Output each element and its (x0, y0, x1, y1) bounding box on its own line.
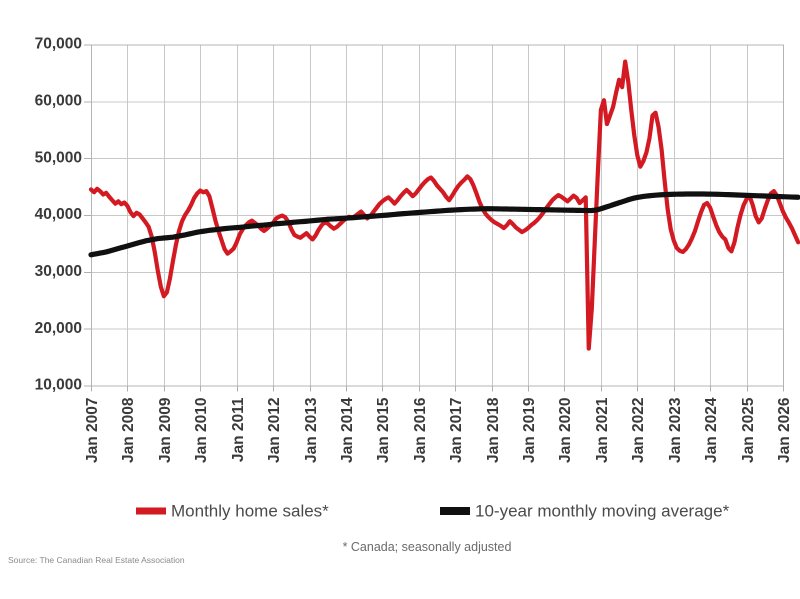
x-axis-tick-label: Jan 2021 (594, 397, 611, 463)
y-axis-tick-label: 10,000 (35, 377, 82, 394)
chart-legend: Monthly home sales* 10-year monthly movin… (136, 501, 730, 520)
y-axis-tick-label: 70,000 (35, 36, 82, 53)
legend-label-monthly-home-sales: Monthly home sales* (171, 501, 329, 520)
y-axis-tick-label: 30,000 (35, 263, 82, 280)
x-axis-tick-label: Jan 2011 (230, 397, 247, 462)
series-line-monthly-home-sales (88, 59, 800, 351)
x-axis-tick-label: Jan 2013 (303, 397, 320, 463)
y-axis-tick-label: 60,000 (35, 92, 82, 109)
x-axis-tick-label: Jan 2019 (521, 397, 538, 463)
x-axis-tick-marks (91, 385, 784, 392)
x-axis-tick-labels: Jan 2007 Jan 2008 Jan 2009 Jan 2010 Jan 2011… (84, 397, 793, 463)
x-axis-tick-label: Jan 2008 (120, 397, 137, 463)
y-axis-tick-label: 20,000 (35, 320, 82, 337)
x-axis-tick-label: Jan 2022 (630, 398, 647, 464)
plot-gridlines (91, 44, 784, 387)
series-line-moving-average (88, 191, 800, 258)
x-axis-tick-label: Jan 2020 (557, 398, 574, 464)
x-axis-tick-label: Jan 2016 (412, 397, 429, 463)
legend-label-moving-average: 10-year monthly moving average* (475, 501, 730, 520)
x-axis-tick-label: Jan 2026 (776, 397, 793, 463)
x-axis-tick-label: Jan 2023 (667, 397, 684, 463)
footnote-text: * Canada; seasonally adjusted (343, 540, 512, 554)
y-axis-tick-label: 40,000 (35, 206, 82, 223)
source-text: Source: The Canadian Real Estate Associa… (8, 555, 185, 565)
series-paths (88, 59, 800, 351)
x-axis-tick-label: Jan 2007 (84, 398, 101, 464)
x-axis-tick-label: Jan 2024 (703, 397, 720, 463)
y-axis-tick-label: 50,000 (35, 149, 82, 166)
x-axis-tick-label: Jan 2025 (740, 397, 757, 463)
x-axis-tick-label: Jan 2014 (339, 397, 356, 463)
x-axis-tick-label: Jan 2015 (375, 397, 392, 463)
x-axis-tick-label: Jan 2017 (448, 398, 465, 464)
x-axis-tick-label: Jan 2009 (157, 397, 174, 463)
x-axis-tick-label: Jan 2018 (485, 397, 502, 463)
x-axis-tick-label: Jan 2012 (266, 398, 283, 464)
y-axis-tick-labels: 10,000 20,000 30,000 40,000 50,000 60,000 70,0… (35, 36, 91, 394)
x-axis-tick-label: Jan 2010 (193, 398, 210, 464)
